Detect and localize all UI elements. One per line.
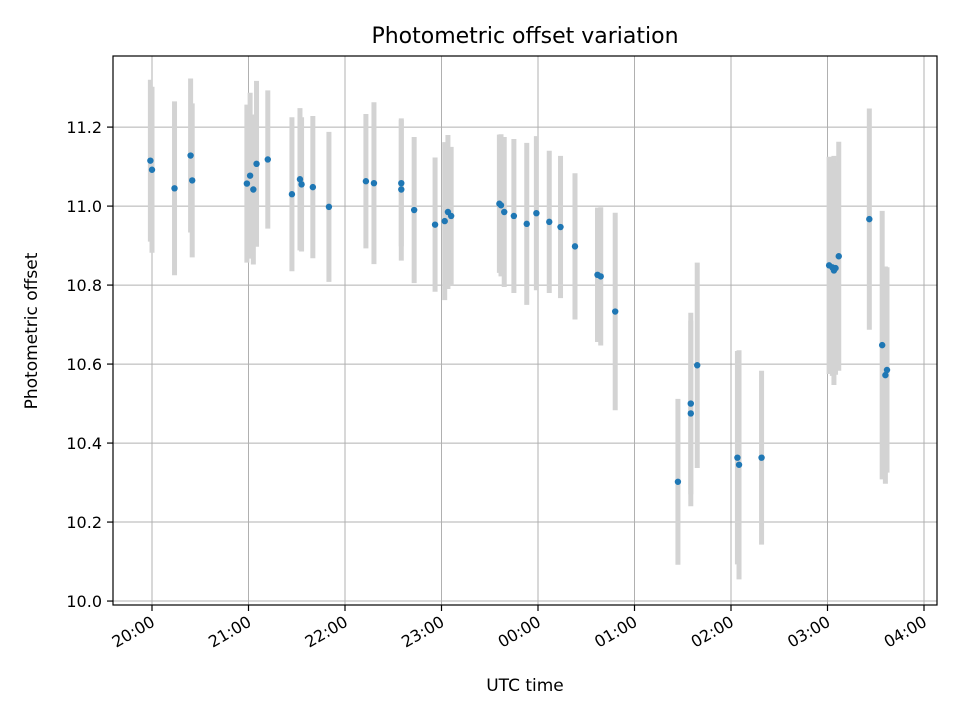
- data-point: [398, 186, 405, 193]
- y-axis-label: Photometric offset: [22, 252, 42, 409]
- data-point: [447, 212, 455, 220]
- data-point: [687, 400, 694, 407]
- data-point: [533, 209, 540, 217]
- data-point: [612, 308, 619, 315]
- y-tick-label: 10.0: [66, 592, 102, 611]
- data-point: [362, 178, 370, 185]
- data-point: [510, 212, 518, 220]
- data-point: [497, 202, 505, 209]
- data-point: [546, 218, 553, 226]
- data-point: [694, 362, 701, 369]
- data-point: [523, 220, 530, 228]
- data-point: [734, 454, 741, 461]
- data-point: [882, 371, 889, 379]
- data-point: [296, 176, 304, 183]
- y-tick-label: 10.8: [66, 276, 102, 295]
- data-point: [571, 243, 579, 250]
- data-point: [246, 172, 254, 179]
- plot-frame: [112, 55, 938, 606]
- data-point: [597, 273, 604, 280]
- data-point: [866, 215, 873, 223]
- data-point: [878, 341, 886, 349]
- data-point: [147, 157, 154, 164]
- data-point: [288, 191, 296, 198]
- data-point: [832, 264, 839, 272]
- y-tick-label: 11.2: [66, 118, 102, 137]
- data-point: [187, 152, 194, 159]
- data-point: [148, 166, 156, 173]
- y-tick-label: 10.2: [66, 513, 102, 532]
- data-point: [325, 203, 333, 211]
- data-point: [431, 221, 439, 228]
- data-point: [189, 177, 196, 184]
- data-point: [501, 208, 508, 216]
- data-point: [758, 454, 765, 461]
- data-point: [298, 181, 305, 188]
- data-point: [264, 156, 271, 163]
- data-point: [883, 366, 891, 374]
- data-point: [370, 179, 378, 187]
- y-tick-label: 10.4: [66, 434, 102, 453]
- data-point: [398, 179, 405, 187]
- y-tick-label: 10.6: [66, 355, 102, 374]
- data-point: [687, 410, 694, 417]
- data-point: [171, 185, 178, 192]
- data-points: [147, 152, 891, 485]
- data-point: [441, 217, 448, 225]
- x-axis-label: UTC time: [486, 676, 564, 696]
- data-point: [674, 478, 682, 485]
- data-point: [253, 160, 260, 168]
- data-point: [309, 183, 317, 191]
- data-point: [250, 186, 257, 193]
- data-point: [835, 253, 842, 260]
- data-point: [557, 223, 564, 231]
- data-point: [243, 180, 251, 187]
- y-tick-label: 11.0: [66, 197, 102, 216]
- data-point: [410, 206, 418, 214]
- chart-title: Photometric offset variation: [371, 24, 678, 49]
- data-point: [735, 461, 743, 468]
